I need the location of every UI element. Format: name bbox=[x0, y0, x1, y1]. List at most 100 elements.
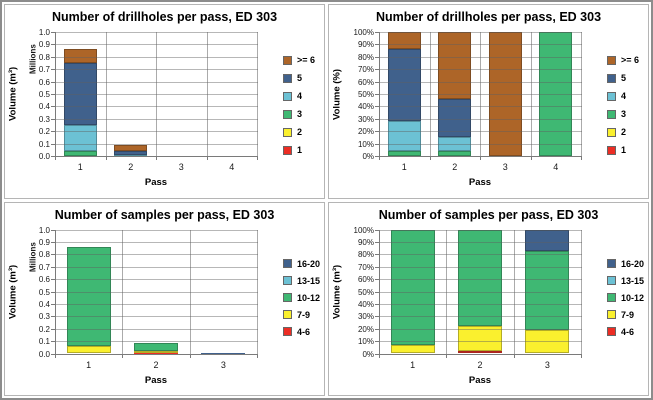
horizontal-gridline bbox=[56, 81, 258, 83]
horizontal-gridline bbox=[380, 266, 582, 268]
vertical-gridline bbox=[429, 32, 431, 156]
y-tick-label: 0.5 bbox=[38, 287, 50, 297]
legend-swatch->= 6 bbox=[607, 55, 616, 65]
legend-swatch-13-15 bbox=[283, 276, 292, 285]
y-axis-title: Volume (%) bbox=[331, 68, 343, 120]
y-tick-label: 100% bbox=[353, 225, 374, 235]
legend-swatch-16-20 bbox=[283, 259, 292, 268]
y-tick-mark bbox=[51, 229, 55, 231]
y-tick-label: 70% bbox=[357, 65, 374, 75]
vertical-gridline bbox=[530, 32, 532, 156]
plot-area: 0% 10% 20% 30% 40% 50% 60% 70% 80% 90% 100% 1 2 3 Pass… bbox=[329, 203, 648, 396]
bar-pass1-10-12 bbox=[390, 229, 435, 345]
y-tick-mark bbox=[375, 44, 379, 46]
horizontal-gridline bbox=[56, 291, 258, 293]
legend-swatch-7-9 bbox=[607, 310, 616, 319]
legend-label: 5 bbox=[297, 73, 303, 83]
y-tick-label: 20% bbox=[357, 127, 374, 137]
horizontal-gridline bbox=[380, 106, 582, 108]
bar-pass3->= 6 bbox=[488, 32, 522, 156]
legend-label: 4-6 bbox=[297, 326, 311, 337]
bar-pass4-3 bbox=[539, 32, 573, 156]
y-axis-line bbox=[379, 229, 380, 355]
y-tick-label: 0.0 bbox=[38, 349, 50, 359]
legend-item-10-12: 10-12 bbox=[283, 293, 320, 303]
x-tick-mark bbox=[581, 156, 582, 160]
y-tick-label: 0.4 bbox=[38, 299, 50, 309]
plot-area: 0% 10% 20% 30% 40% 50% 60% 70% 80% 90% 100% 1 2 3 4 Pas… bbox=[329, 5, 648, 198]
bar-pass2-10-12 bbox=[458, 229, 502, 327]
y-tick-mark bbox=[51, 291, 55, 293]
y-tick-mark bbox=[51, 353, 55, 355]
y-tick-label: 60% bbox=[357, 77, 374, 87]
y-tick-label: 0.5 bbox=[38, 90, 50, 99]
horizontal-gridline bbox=[380, 143, 582, 145]
legend-item-13-15: 13-15 bbox=[607, 276, 644, 286]
horizontal-gridline bbox=[56, 118, 258, 120]
x-tick-label: 3 bbox=[220, 359, 226, 370]
legend-label: 1 bbox=[621, 145, 627, 155]
legend-swatch-4-6 bbox=[607, 327, 616, 336]
y-tick-label: 0.4 bbox=[38, 102, 50, 112]
x-tick-label: 1 bbox=[410, 359, 416, 370]
y-tick-mark bbox=[51, 303, 55, 305]
y-tick-label: 50% bbox=[357, 90, 374, 99]
y-tick-mark bbox=[375, 118, 379, 120]
bar-pass2-4 bbox=[114, 154, 148, 156]
plot-area: 0.0 0.1 0.2 0.3 0.4 0.5 0.6 0.7 0.8 0.9 1.0 1 2 3 4 Pas… bbox=[5, 5, 324, 198]
x-tick-label: 1 bbox=[86, 359, 92, 370]
y-tick-mark bbox=[51, 81, 55, 83]
legend-swatch-16-20 bbox=[607, 259, 616, 268]
x-tick-label: 2 bbox=[128, 162, 134, 172]
y-tick-mark bbox=[375, 131, 379, 133]
chart-title: Number of samples per pass, ED 303 bbox=[54, 207, 275, 222]
y-tick-mark bbox=[51, 241, 55, 243]
horizontal-gridline bbox=[380, 32, 582, 33]
x-tick-mark bbox=[257, 156, 258, 160]
bar-pass2->= 6 bbox=[114, 145, 148, 152]
y-tick-mark bbox=[51, 69, 55, 71]
y-tick-label: 0% bbox=[362, 349, 374, 359]
legend-swatch-3 bbox=[283, 109, 292, 119]
legend-label: 7-9 bbox=[297, 309, 311, 320]
x-tick-mark bbox=[55, 156, 56, 160]
horizontal-gridline bbox=[380, 44, 582, 46]
horizontal-gridline bbox=[380, 316, 582, 318]
y-tick-mark bbox=[51, 32, 55, 33]
y-tick-mark bbox=[375, 143, 379, 145]
y-axis-unit-label: Millions bbox=[28, 242, 38, 272]
horizontal-gridline bbox=[380, 118, 582, 120]
bar-pass1-7-9 bbox=[390, 344, 435, 354]
bar-pass1-4 bbox=[63, 125, 97, 152]
y-tick-label: 0.0 bbox=[38, 152, 50, 161]
y-tick-mark bbox=[51, 131, 55, 133]
bar-pass2-5 bbox=[438, 98, 472, 138]
bar-pass2-5 bbox=[114, 151, 148, 155]
bar-pass2-4 bbox=[438, 137, 472, 152]
horizontal-gridline bbox=[56, 106, 258, 108]
y-tick-label: 40% bbox=[357, 102, 374, 112]
bar-pass1-3 bbox=[387, 151, 421, 156]
y-tick-mark bbox=[375, 254, 379, 256]
y-tick-label: 0.2 bbox=[38, 324, 50, 334]
x-tick-label: 1 bbox=[77, 162, 83, 172]
bar-pass2->= 6 bbox=[438, 32, 472, 99]
legend-item-1: 1 bbox=[283, 145, 302, 155]
y-tick-mark bbox=[375, 56, 379, 58]
legend-label: 10-12 bbox=[621, 292, 645, 303]
legend-label: 7-9 bbox=[621, 309, 635, 320]
horizontal-gridline bbox=[380, 279, 582, 281]
x-tick-mark bbox=[257, 353, 258, 358]
y-tick-mark bbox=[51, 328, 55, 330]
bar-pass3-16-20 bbox=[525, 229, 570, 251]
legend-item-4-6: 4-6 bbox=[607, 327, 634, 337]
horizontal-gridline bbox=[380, 241, 582, 243]
legend-label: 10-12 bbox=[297, 292, 321, 303]
y-axis-unit-label: Millions bbox=[28, 44, 38, 75]
vertical-gridline bbox=[480, 32, 481, 156]
y-tick-label: 0.3 bbox=[38, 114, 50, 124]
bar-pass2-3 bbox=[438, 151, 472, 156]
horizontal-gridline bbox=[380, 328, 582, 330]
x-tick-mark bbox=[480, 156, 481, 160]
samples-percent-chart: Number of samples per pass, ED 303 0% 10%… bbox=[328, 201, 649, 396]
